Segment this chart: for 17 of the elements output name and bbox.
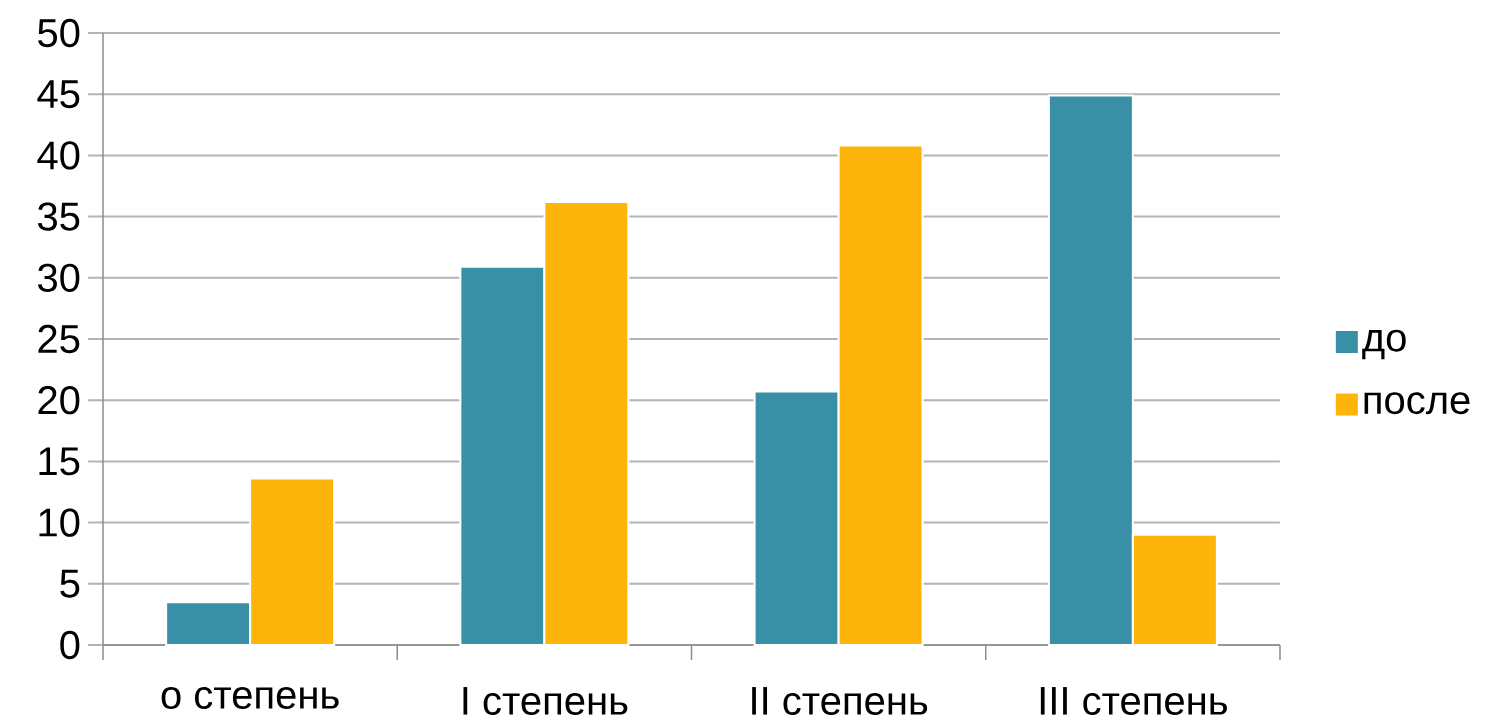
y-tick-label: 45	[37, 80, 80, 109]
legend-label: до	[1362, 329, 1406, 360]
y-tick-label: 20	[38, 386, 80, 415]
y-tick-label: 50	[38, 18, 80, 48]
y-tick-label: 0	[60, 630, 80, 660]
x-tick-label: о степень	[161, 687, 339, 709]
x-tick-label: II степень	[752, 687, 928, 715]
y-tick-label: 25	[38, 324, 80, 354]
x-tick-label: III степень	[1040, 687, 1227, 715]
legend-label: после	[1364, 392, 1470, 415]
x-tick-label: I степень	[463, 687, 628, 715]
y-tick-label: 10	[39, 508, 80, 537]
y-tick-label: 15	[39, 447, 80, 476]
y-tick-label: 35	[37, 202, 80, 231]
y-tick-label: 5	[60, 569, 80, 598]
y-tick-label: 40	[37, 141, 80, 170]
y-tick-label: 30	[37, 263, 80, 292]
